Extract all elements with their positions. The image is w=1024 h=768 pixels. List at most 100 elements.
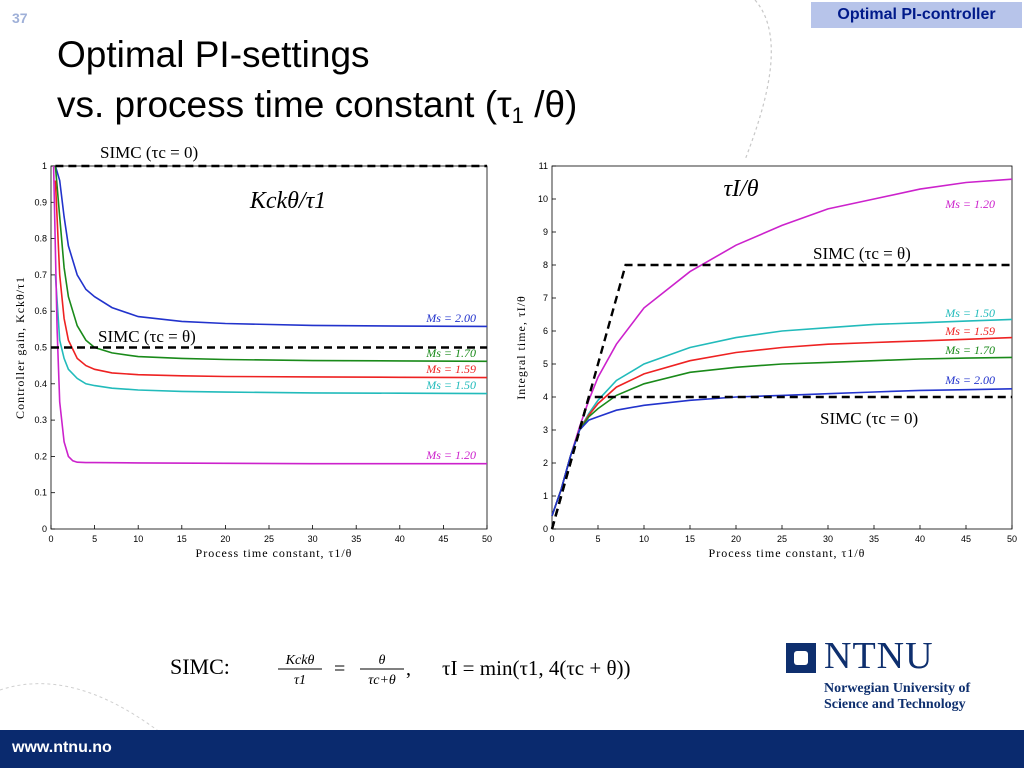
chart-title: Kckθ/τ1	[249, 188, 326, 214]
slide-title: Optimal PI-settings vs. process time con…	[57, 30, 577, 141]
y-tick-label: 6	[543, 326, 548, 336]
x-tick-label: 5	[595, 534, 600, 544]
y-tick-label: 8	[543, 260, 548, 270]
chart-title: τI/θ	[723, 176, 758, 202]
y-tick-label: 3	[543, 425, 548, 435]
simc-formula: SIMC: Kckθ τ1 = θ τc+θ , τI = min(τ1, 4(…	[170, 653, 631, 688]
footer-url[interactable]: www.ntnu.no	[12, 739, 112, 756]
simc-line	[550, 395, 1012, 530]
x-tick-label: 50	[1007, 534, 1017, 544]
y-axis-label: Integral time, τI/θ	[514, 295, 528, 400]
y-tick-label: 1	[543, 491, 548, 501]
y-tick-label: 0.5	[34, 343, 47, 353]
x-tick-label: 25	[777, 534, 787, 544]
title-line-2-suffix: /θ)	[523, 84, 578, 125]
slide-number: 37	[12, 10, 28, 26]
simc-label: SIMC (τc = 0)	[100, 143, 198, 162]
y-axis-label: Controller gain, Kckθ/τ1	[13, 276, 27, 419]
x-tick-label: 40	[915, 534, 925, 544]
series-line	[52, 165, 487, 465]
x-tick-label: 35	[351, 534, 361, 544]
x-tick-label: 0	[549, 534, 554, 544]
y-tick-label: 0.1	[34, 488, 47, 498]
series-label: Ms = 2.00	[425, 311, 476, 325]
simc-label: SIMC (τc = θ)	[813, 244, 911, 263]
ntnu-logo-name: NTNU	[824, 635, 934, 677]
y-tick-label: 4	[543, 392, 548, 402]
x-axis-label: Process time constant, τ1/θ	[709, 546, 866, 560]
x-tick-label: 5	[92, 534, 97, 544]
series-label: Ms = 1.70	[944, 343, 995, 357]
y-tick-label: 0.7	[34, 270, 47, 280]
formula-lead: SIMC:	[170, 654, 230, 679]
x-axis-label: Process time constant, τ1/θ	[196, 546, 353, 560]
formula-theta-denominator: τc+θ	[368, 673, 396, 688]
title-line-2-prefix: vs. process time constant (	[57, 84, 498, 125]
series-line	[54, 274, 488, 395]
y-tick-label: 7	[543, 293, 548, 303]
simc-label: SIMC (τc = θ)	[98, 327, 196, 346]
y-tick-label: 1	[42, 161, 47, 171]
series-label: Ms = 1.70	[425, 346, 476, 360]
y-tick-label: 2	[543, 458, 548, 468]
chart-2: 0 5 10 15 20 25 30 35 40 45 5001234567891011Proces…	[514, 161, 1017, 560]
series-label: Ms = 1.50	[425, 378, 476, 392]
x-tick-label: 45	[961, 534, 971, 544]
x-tick-label: 30	[308, 534, 318, 544]
series-label: Ms = 1.59	[425, 362, 476, 376]
y-tick-label: 10	[538, 194, 548, 204]
formula-kc-denominator: τ1	[294, 673, 306, 688]
y-tick-label: 0.3	[34, 415, 47, 425]
topic-badge: Optimal PI-controller	[811, 2, 1022, 28]
series-line	[54, 180, 488, 379]
title-tau-subscript: 1	[511, 103, 524, 128]
x-tick-label: 20	[220, 534, 230, 544]
x-tick-label: 10	[133, 534, 143, 544]
ntnu-logo-mark-icon	[786, 643, 816, 673]
y-tick-label: 0.8	[34, 234, 47, 244]
y-tick-label: 0.6	[34, 306, 47, 316]
series-line	[54, 165, 488, 328]
x-tick-label: 40	[395, 534, 405, 544]
x-tick-label: 20	[731, 534, 741, 544]
formula-kc-numerator: Kckθ	[285, 653, 315, 668]
charts-canvas: 0 5 10 15 20 25 30 35 40 45 5000.10.20.30.40.50.60…	[13, 143, 1017, 560]
formula-comma: ,	[406, 658, 411, 680]
y-tick-label: 9	[543, 227, 548, 237]
title-line-2: vs. process time constant (τ1 /θ)	[57, 80, 577, 141]
y-tick-label: 0	[543, 524, 548, 534]
x-tick-label: 15	[177, 534, 187, 544]
formula-theta-numerator: θ	[379, 653, 386, 668]
formula-ti: τI = min(τ1, 4(τc + θ))	[442, 656, 631, 680]
x-tick-label: 45	[438, 534, 448, 544]
title-line-1: Optimal PI-settings	[57, 34, 370, 75]
x-tick-label: 0	[48, 534, 53, 544]
x-tick-label: 25	[264, 534, 274, 544]
x-tick-label: 10	[639, 534, 649, 544]
series-line	[551, 388, 1013, 517]
y-tick-label: 0.2	[34, 451, 47, 461]
series-label: Ms = 2.00	[944, 373, 995, 387]
simc-label: SIMC (τc = 0)	[820, 409, 918, 428]
chart-1: 0 5 10 15 20 25 30 35 40 45 50 0 0.1 0.2 0.3 0.4 0.5 0.6 0…	[13, 143, 492, 560]
x-tick-label: 50	[482, 534, 492, 544]
y-tick-label: 5	[543, 359, 548, 369]
ntnu-logo-subtitle-2: Science and Technology	[824, 697, 966, 712]
series-line	[54, 165, 488, 363]
series-label: Ms = 1.50	[944, 306, 995, 320]
ntnu-logo-subtitle-1: Norwegian University of	[824, 681, 971, 696]
series-label: Ms = 1.59	[944, 324, 995, 338]
series-line	[551, 356, 1013, 517]
y-tick-label: 11	[539, 161, 548, 171]
y-tick-label: 0.9	[34, 197, 47, 207]
x-tick-label: 30	[823, 534, 833, 544]
x-tick-label: 15	[685, 534, 695, 544]
footer-bar: www.ntnu.no	[0, 730, 1024, 768]
y-tick-label: 0.4	[34, 379, 47, 389]
series-line	[551, 318, 1013, 517]
ntnu-logo-subtitle: Norwegian University of Science and Tech…	[824, 681, 1024, 713]
x-tick-label: 35	[869, 534, 879, 544]
formula-equals: =	[334, 658, 345, 680]
y-tick-label: 0	[42, 524, 47, 534]
title-tau: τ	[497, 84, 512, 125]
